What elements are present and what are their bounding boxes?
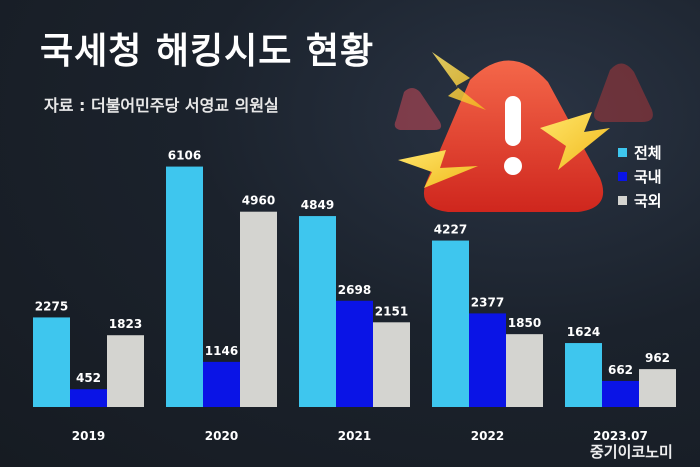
value-label: 4849 [301, 198, 334, 212]
value-label: 4227 [434, 223, 467, 237]
bar [33, 317, 70, 407]
legend-item: 전체 [618, 140, 662, 164]
bar [107, 335, 144, 407]
legend-label: 국외 [634, 191, 662, 210]
bar [70, 389, 107, 407]
bar [373, 322, 410, 407]
chart-title: 국세청 해킹시도 현황 [40, 31, 375, 72]
category-label: 2022 [471, 429, 504, 443]
bar [469, 313, 506, 407]
value-label: 2151 [375, 304, 408, 318]
value-label: 2275 [35, 299, 68, 313]
lightning-bolt-icon [398, 150, 478, 188]
bar [240, 211, 277, 407]
value-label: 1850 [508, 316, 541, 330]
value-label: 6106 [168, 149, 201, 163]
source-note: 자료 : 더불어민주당 서영교 의원실 [44, 96, 279, 115]
value-label: 2377 [471, 295, 504, 309]
bar [602, 380, 639, 407]
category-label: 2020 [205, 429, 238, 443]
value-label-group: 2275 452 1823 6106 1146 4960 4849 2698 2151 4227 2… [35, 149, 670, 386]
legend-label: 전체 [634, 143, 662, 162]
value-label: 1146 [205, 344, 238, 358]
legend-item: 국내 [618, 164, 662, 188]
lightning-bolt-icon [540, 112, 610, 170]
bar [166, 166, 203, 407]
value-label: 2698 [338, 283, 371, 297]
value-label: 452 [76, 371, 101, 385]
lightning-bolt-icon [432, 52, 486, 110]
category-label: 2023.07 [593, 429, 648, 443]
bar [336, 300, 373, 407]
category-label: 2019 [72, 429, 105, 443]
bar [639, 369, 676, 407]
legend-swatch [618, 171, 627, 181]
bar [565, 343, 602, 407]
warning-illustration [394, 52, 653, 212]
exclamation-bar [505, 96, 521, 146]
legend-swatch [618, 195, 627, 205]
bar [432, 240, 469, 407]
value-label: 1624 [567, 325, 600, 339]
legend-swatch [618, 147, 627, 157]
bar [203, 361, 240, 407]
category-label-group: 2019 2020 2021 2022 2023.07 [72, 429, 648, 443]
value-label: 4960 [242, 194, 275, 208]
legend: 전체 국내 국외 [618, 140, 662, 212]
bar [506, 334, 543, 407]
warning-triangle-icon [594, 63, 653, 122]
value-label: 1823 [109, 317, 142, 331]
warning-triangle-icon [394, 88, 442, 130]
category-label: 2021 [338, 429, 371, 443]
legend-item: 국외 [618, 188, 662, 212]
legend-label: 국내 [634, 167, 662, 186]
value-label: 662 [608, 363, 633, 377]
bar-group [33, 166, 676, 407]
value-label: 962 [645, 351, 670, 365]
watermark-logo: 중기이코노미 [590, 443, 673, 461]
exclamation-dot [504, 157, 522, 175]
bar [299, 216, 336, 407]
